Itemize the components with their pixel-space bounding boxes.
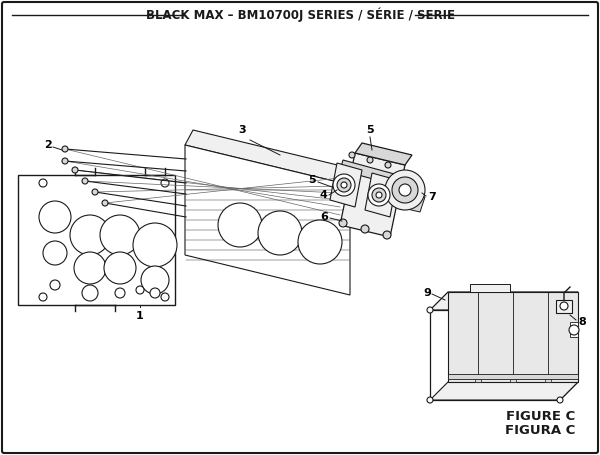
Polygon shape xyxy=(475,377,481,382)
Circle shape xyxy=(136,286,144,294)
Circle shape xyxy=(372,188,386,202)
Circle shape xyxy=(115,288,125,298)
Circle shape xyxy=(82,178,88,184)
Circle shape xyxy=(383,231,391,239)
Circle shape xyxy=(218,203,262,247)
Circle shape xyxy=(141,266,169,294)
Circle shape xyxy=(427,307,433,313)
Circle shape xyxy=(74,252,106,284)
Circle shape xyxy=(376,192,382,198)
Polygon shape xyxy=(448,292,578,382)
Polygon shape xyxy=(556,300,572,313)
Polygon shape xyxy=(185,145,350,295)
Polygon shape xyxy=(185,130,358,185)
Circle shape xyxy=(560,302,568,310)
Text: FIGURA C: FIGURA C xyxy=(505,425,575,438)
Circle shape xyxy=(392,177,418,203)
Circle shape xyxy=(333,174,355,196)
Circle shape xyxy=(62,158,68,164)
Circle shape xyxy=(367,157,373,163)
Circle shape xyxy=(104,252,136,284)
Text: 5: 5 xyxy=(308,175,316,185)
Circle shape xyxy=(339,219,347,227)
Polygon shape xyxy=(545,377,551,382)
Polygon shape xyxy=(430,382,578,400)
Polygon shape xyxy=(365,173,397,217)
Circle shape xyxy=(385,162,391,168)
Circle shape xyxy=(298,220,342,264)
Circle shape xyxy=(150,288,160,298)
Text: 8: 8 xyxy=(578,317,586,327)
Circle shape xyxy=(557,307,563,313)
Circle shape xyxy=(337,178,351,192)
Circle shape xyxy=(39,179,47,187)
Circle shape xyxy=(161,293,169,301)
Circle shape xyxy=(361,225,369,233)
Polygon shape xyxy=(570,322,578,337)
Polygon shape xyxy=(510,377,516,382)
Circle shape xyxy=(50,280,60,290)
Text: 3: 3 xyxy=(238,125,246,135)
Circle shape xyxy=(100,215,140,255)
Circle shape xyxy=(82,285,98,301)
Circle shape xyxy=(92,189,98,195)
Polygon shape xyxy=(340,153,405,237)
Circle shape xyxy=(39,201,71,233)
Text: 1: 1 xyxy=(136,311,144,321)
Polygon shape xyxy=(330,163,362,207)
Text: FIGURE C: FIGURE C xyxy=(506,410,575,424)
Text: BLACK MAX – BM10700J SERIES / SÉRIE / SERIE: BLACK MAX – BM10700J SERIES / SÉRIE / SE… xyxy=(146,8,455,22)
Polygon shape xyxy=(390,190,425,212)
Polygon shape xyxy=(448,374,578,379)
Polygon shape xyxy=(340,160,398,185)
Circle shape xyxy=(43,241,67,265)
Circle shape xyxy=(258,211,302,255)
Text: 5: 5 xyxy=(366,125,374,135)
Circle shape xyxy=(385,170,425,210)
Circle shape xyxy=(349,152,355,158)
Circle shape xyxy=(368,184,390,206)
Circle shape xyxy=(102,200,108,206)
Circle shape xyxy=(72,167,78,173)
Polygon shape xyxy=(18,175,175,305)
Circle shape xyxy=(399,184,411,196)
Circle shape xyxy=(62,146,68,152)
Circle shape xyxy=(39,293,47,301)
Circle shape xyxy=(557,397,563,403)
Polygon shape xyxy=(430,310,560,400)
Text: 9: 9 xyxy=(423,288,431,298)
Polygon shape xyxy=(430,292,578,310)
Circle shape xyxy=(427,397,433,403)
Polygon shape xyxy=(355,143,412,165)
Text: 4: 4 xyxy=(319,190,327,200)
Circle shape xyxy=(70,215,110,255)
Circle shape xyxy=(161,179,169,187)
Polygon shape xyxy=(470,284,510,292)
Text: 2: 2 xyxy=(44,140,52,150)
Text: 7: 7 xyxy=(428,192,436,202)
Circle shape xyxy=(569,325,579,335)
Text: 6: 6 xyxy=(320,212,328,222)
Polygon shape xyxy=(560,292,578,400)
Circle shape xyxy=(133,223,177,267)
Circle shape xyxy=(341,182,347,188)
